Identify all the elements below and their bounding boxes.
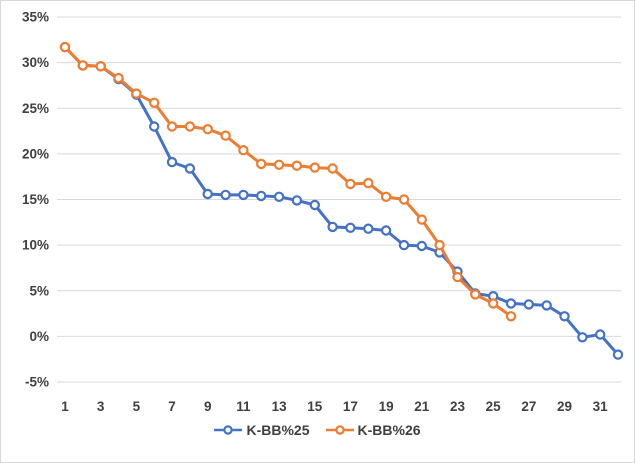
y-tick-label: 5% <box>29 283 49 298</box>
data-point-marker <box>595 329 606 340</box>
data-point-marker <box>345 222 356 233</box>
data-point-marker <box>559 311 570 322</box>
data-point-marker <box>505 298 517 309</box>
chart-legend: K-BB%25 K-BB%26 <box>1 422 634 438</box>
x-tick-label: 15 <box>307 399 323 414</box>
data-point-marker <box>291 160 303 171</box>
data-point-marker <box>184 121 196 132</box>
data-point-marker <box>363 177 374 189</box>
data-point-marker <box>363 223 374 234</box>
data-point-marker <box>220 189 231 201</box>
data-point-marker <box>577 332 588 343</box>
data-point-marker <box>148 121 160 132</box>
x-tick-label: 7 <box>168 399 176 414</box>
data-point-marker <box>131 88 142 99</box>
data-point-marker <box>256 158 267 170</box>
x-tick-label: 29 <box>557 399 572 414</box>
x-tick-label: 11 <box>236 399 251 414</box>
y-tick-label: 30% <box>22 55 49 70</box>
data-point-marker <box>238 144 249 156</box>
data-point-marker <box>416 240 427 252</box>
y-tick-label: 25% <box>22 101 49 116</box>
data-point-marker <box>202 188 213 200</box>
x-tick-label: 31 <box>593 399 609 414</box>
legend-marker-kbb26-icon <box>325 425 354 435</box>
x-tick-label: 5 <box>133 399 141 414</box>
data-point-marker <box>452 271 463 283</box>
data-point-marker <box>541 300 552 311</box>
data-point-marker <box>309 199 320 211</box>
legend-item-kbb26: K-BB%26 <box>325 422 421 438</box>
series-line-kbb25 <box>63 45 620 357</box>
data-point-marker <box>77 60 89 71</box>
x-tick-label: 21 <box>414 399 430 414</box>
legend-label-kbb26: K-BB%26 <box>357 422 421 438</box>
x-tick-label: 17 <box>343 399 358 414</box>
x-tick-label: 23 <box>450 399 466 414</box>
data-point-marker <box>113 72 124 84</box>
x-tick-label: 19 <box>379 399 394 414</box>
data-point-marker <box>184 163 196 174</box>
data-point-marker <box>398 239 410 251</box>
data-point-marker <box>95 61 106 72</box>
x-tick-label: 1 <box>61 399 69 414</box>
data-point-marker <box>273 191 285 202</box>
y-tick-label: 10% <box>22 238 49 253</box>
y-tick-label: -5% <box>25 375 49 390</box>
data-point-marker <box>505 311 517 322</box>
y-tick-label: 15% <box>22 192 49 207</box>
data-point-marker <box>166 121 178 132</box>
data-point-marker <box>327 163 338 174</box>
data-point-marker <box>434 239 445 251</box>
x-tick-label: 13 <box>272 399 288 414</box>
data-point-marker <box>202 123 213 135</box>
data-point-marker <box>238 189 249 201</box>
data-point-marker <box>380 191 392 202</box>
data-point-marker <box>309 162 320 173</box>
legend-marker-kbb25-icon <box>214 425 243 435</box>
series-line-kbb26 <box>63 45 513 318</box>
x-tick-label: 3 <box>97 399 105 414</box>
data-point-marker <box>612 349 624 360</box>
data-point-marker <box>59 41 71 53</box>
x-tick-label: 25 <box>486 399 502 414</box>
y-tick-label: 0% <box>29 329 49 344</box>
data-point-marker <box>256 190 267 202</box>
legend-label-kbb25: K-BB%25 <box>246 422 310 438</box>
x-tick-label: 9 <box>204 399 212 414</box>
data-point-marker <box>380 225 392 236</box>
data-point-marker <box>327 221 338 233</box>
data-point-marker <box>273 159 285 170</box>
data-point-marker <box>291 195 303 206</box>
data-point-marker <box>398 194 410 205</box>
y-tick-label: 35% <box>22 10 49 25</box>
data-point-marker <box>166 156 178 168</box>
x-tick-label: 27 <box>521 399 536 414</box>
data-point-marker <box>488 298 499 309</box>
data-point-marker <box>470 289 481 300</box>
data-point-marker <box>345 178 356 190</box>
y-tick-label: 20% <box>22 146 49 161</box>
data-point-marker <box>148 97 160 109</box>
data-point-marker <box>220 130 231 141</box>
data-point-marker <box>523 299 535 310</box>
data-point-marker <box>416 214 427 225</box>
legend-item-kbb25: K-BB%25 <box>214 422 310 438</box>
